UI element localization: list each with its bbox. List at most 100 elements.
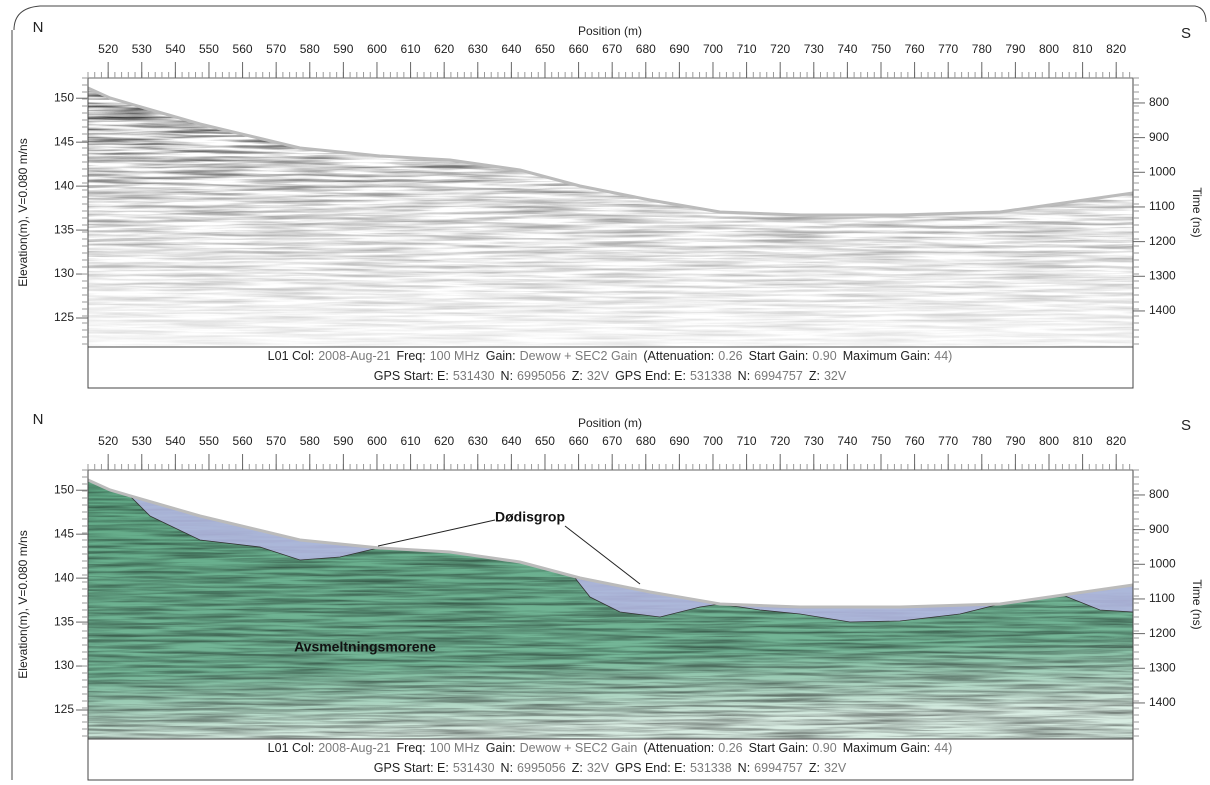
x-tick-label: 760 — [905, 42, 925, 56]
x-axis-label: Position (m) — [578, 24, 642, 38]
footer-value: 44) — [934, 349, 952, 363]
x-tick-label: 580 — [300, 434, 320, 448]
x-tick-label: 630 — [468, 434, 488, 448]
leader-line — [565, 526, 640, 584]
x-tick-label: 730 — [804, 434, 824, 448]
x-tick-label: 730 — [804, 42, 824, 56]
x-tick-label: 560 — [233, 42, 253, 56]
x-tick-label: 620 — [434, 434, 454, 448]
y2-tick-label: 1300 — [1149, 268, 1176, 282]
footer-key: Z: — [809, 761, 820, 775]
footer-key: L01 Col: — [268, 741, 315, 755]
direction-label: N — [33, 19, 44, 36]
footer-value: 32V — [824, 761, 847, 775]
footer-value: 44) — [934, 741, 952, 755]
x-tick-label: 640 — [501, 434, 521, 448]
x-tick-label: 630 — [468, 42, 488, 56]
footer-key: Z: — [572, 761, 583, 775]
x-tick-label: 580 — [300, 42, 320, 56]
x-tick-label: 650 — [535, 434, 555, 448]
footer-value: 0.26 — [718, 741, 742, 755]
x-tick-label: 720 — [770, 42, 790, 56]
footer-key: Z: — [809, 369, 820, 383]
y2-tick-label: 900 — [1149, 522, 1169, 536]
footer-value: 32V — [587, 369, 610, 383]
x-tick-label: 650 — [535, 42, 555, 56]
y2-tick-label: 1000 — [1149, 556, 1176, 570]
x-tick-label: 530 — [132, 434, 152, 448]
x-tick-label: 670 — [602, 42, 622, 56]
y2-tick-label: 1200 — [1149, 626, 1176, 640]
x-tick-label: 710 — [737, 434, 757, 448]
y-tick-label: 150 — [54, 482, 74, 496]
footer-key: N: — [738, 369, 751, 383]
footer-key: (Attenuation: — [643, 349, 714, 363]
x-tick-label: 810 — [1073, 42, 1093, 56]
footer-key: Freq: — [397, 349, 426, 363]
x-tick-label: 550 — [199, 434, 219, 448]
x-tick-label: 750 — [871, 42, 891, 56]
x-tick-label: 660 — [569, 434, 589, 448]
y-tick-label: 140 — [54, 178, 74, 192]
footer-key: Maximum Gain: — [843, 349, 931, 363]
x-tick-label: 590 — [333, 434, 353, 448]
x-tick-label: 800 — [1039, 434, 1059, 448]
y-tick-label: 125 — [54, 310, 74, 324]
footer-key: Start Gain: — [749, 741, 809, 755]
x-tick-label: 530 — [132, 42, 152, 56]
footer-value: 531338 — [690, 369, 732, 383]
x-tick-label: 790 — [1005, 434, 1025, 448]
y-tick-label: 125 — [54, 702, 74, 716]
footer-key: GPS Start: E: — [374, 369, 449, 383]
y-tick-label: 135 — [54, 614, 74, 628]
x-tick-label: 680 — [636, 42, 656, 56]
footer-key: GPS End: E: — [615, 369, 686, 383]
footer-value: 100 MHz — [430, 349, 480, 363]
y-tick-label: 145 — [54, 134, 74, 148]
x-tick-label: 750 — [871, 434, 891, 448]
x-tick-label: 600 — [367, 434, 387, 448]
footer-value: 2008-Aug-21 — [318, 741, 390, 755]
x-tick-label: 760 — [905, 434, 925, 448]
x-tick-label: 550 — [199, 42, 219, 56]
footer-key: Freq: — [397, 741, 426, 755]
x-tick-label: 540 — [165, 42, 185, 56]
x-tick-label: 600 — [367, 42, 387, 56]
annotation: Avsmeltningsmorene — [294, 639, 436, 655]
x-tick-label: 770 — [938, 42, 958, 56]
y2-tick-label: 1000 — [1149, 164, 1176, 178]
y2-tick-label: 800 — [1149, 487, 1169, 501]
x-tick-label: 570 — [266, 434, 286, 448]
annotation: Dødisgrop — [495, 509, 565, 525]
y-tick-label: 145 — [54, 526, 74, 540]
y2-tick-label: 1200 — [1149, 234, 1176, 248]
x-tick-label: 520 — [98, 434, 118, 448]
x-tick-label: 790 — [1005, 42, 1025, 56]
x-tick-label: 670 — [602, 434, 622, 448]
y-tick-label: 130 — [54, 266, 74, 280]
y-tick-label: 140 — [54, 570, 74, 584]
y-axis-label: Elevation(m), V=0.080 m/ns — [16, 530, 30, 678]
x-tick-label: 740 — [837, 434, 857, 448]
footer-value: 0.26 — [718, 349, 742, 363]
direction-label: S — [1181, 417, 1191, 434]
y2-tick-label: 1100 — [1149, 199, 1175, 213]
x-tick-label: 680 — [636, 434, 656, 448]
footer-value: 0.90 — [812, 741, 836, 755]
footer-key: N: — [501, 369, 514, 383]
footer-key: Z: — [572, 369, 583, 383]
footer-key: N: — [738, 761, 751, 775]
x-tick-label: 700 — [703, 434, 723, 448]
x-tick-label: 810 — [1073, 434, 1093, 448]
footer-value: 6995056 — [517, 761, 566, 775]
x-tick-label: 780 — [972, 434, 992, 448]
x-tick-label: 820 — [1106, 42, 1126, 56]
x-axis-label: Position (m) — [578, 416, 642, 430]
footer-value: 100 MHz — [430, 741, 480, 755]
x-tick-label: 610 — [401, 434, 421, 448]
footer-key: N: — [501, 761, 514, 775]
footer-key: Maximum Gain: — [843, 741, 931, 755]
x-tick-label: 720 — [770, 434, 790, 448]
